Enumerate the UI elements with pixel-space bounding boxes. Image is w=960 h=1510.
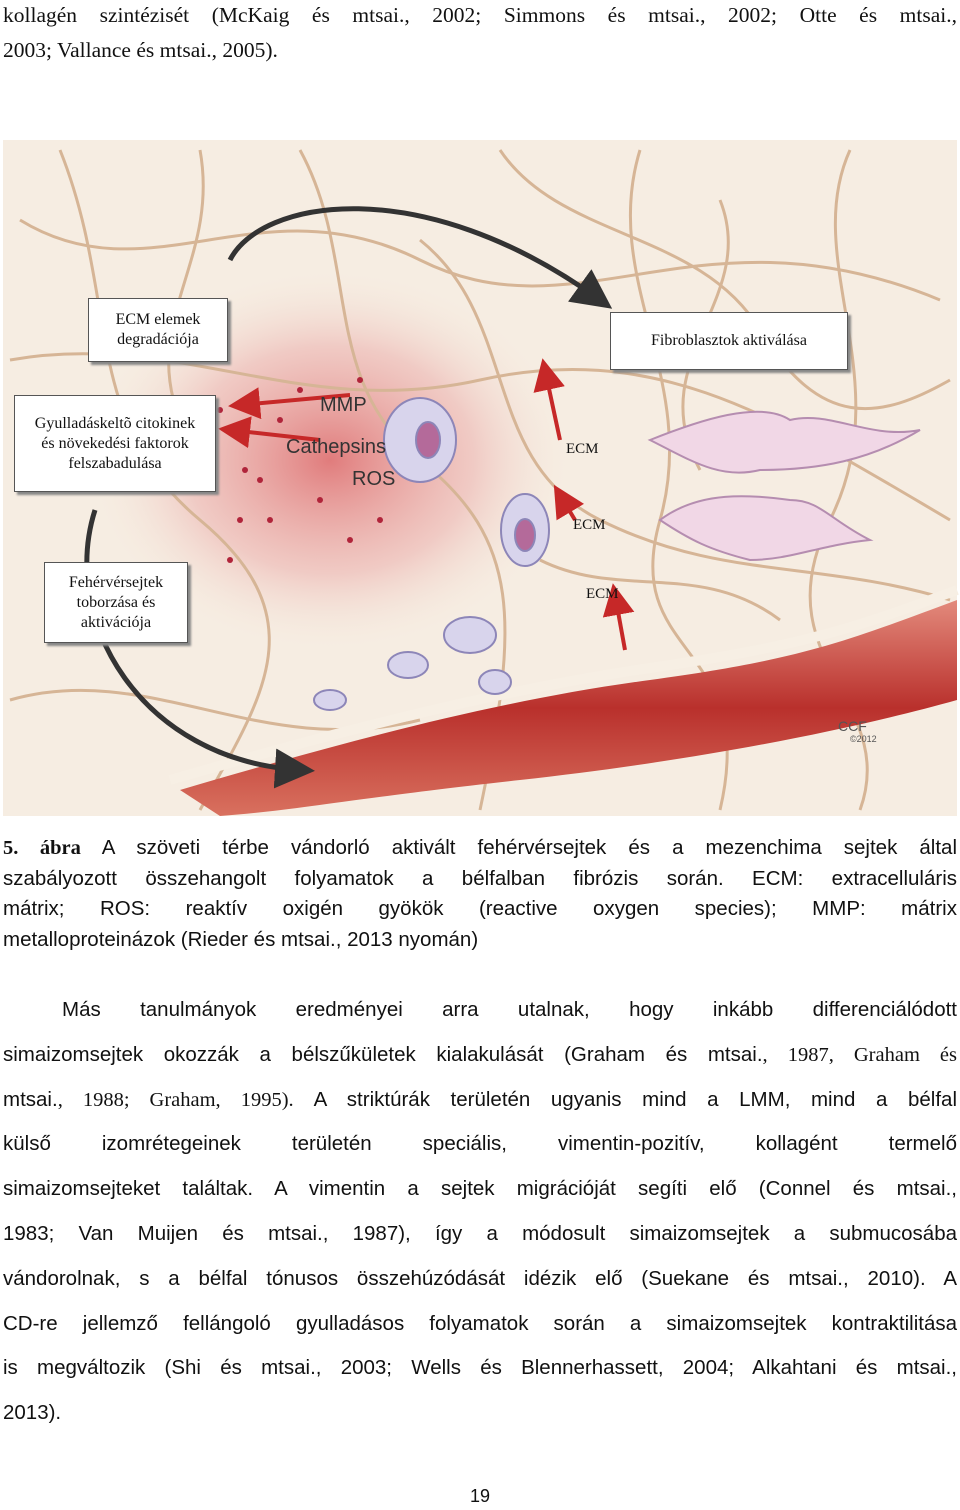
label-line: toborzása és <box>76 593 156 611</box>
ecm-label: ECM <box>566 441 599 457</box>
text-run: külső izomrétegeinek területén speciális… <box>3 1132 957 1156</box>
label-box: ECM elemek degradációja <box>88 298 228 362</box>
text-run: A striktúrák területén ugyanis mind a LM… <box>313 1087 957 1111</box>
blood-vessel <box>180 600 957 816</box>
text-run: Más tanulmányok eredményei arra utalnak,… <box>62 998 957 1021</box>
label-box: Fibroblasztok aktiválása <box>610 312 848 370</box>
text-run: mtsai. <box>3 1087 58 1111</box>
label-line: ECM elemek <box>115 311 201 328</box>
vessel-wall <box>168 585 959 785</box>
label-line: felszabadulása <box>68 454 162 472</box>
text-run: A szöveti térbe vándorló aktivált fehérv… <box>80 836 957 859</box>
page-number: 19 <box>469 1486 491 1506</box>
text-line: 2013). <box>3 1401 957 1425</box>
text-run: , 1987, Graham és <box>762 1043 957 1066</box>
signature: CCF <box>838 718 867 734</box>
ecm-label: ECM <box>573 517 606 533</box>
text-line: CD-re jellemző fellángoló gyulladásos fo… <box>3 1312 957 1336</box>
text-run: metalloproteinázok (Rieder és mtsai., 20… <box>3 927 479 951</box>
label-line: Fibroblasztok aktiválása <box>651 332 807 349</box>
mediator-label: MMP <box>320 394 367 416</box>
text-run: 1983; Van Muijen és mtsai., 1987), így a… <box>3 1222 957 1245</box>
ecm-label: ECM <box>586 586 619 602</box>
text-line: vándorolnak, s a bélfal tónusos összehúz… <box>3 1267 957 1291</box>
text-run: 2013). <box>3 1401 62 1425</box>
text-run: 5. ábra <box>3 837 81 859</box>
process-arrows <box>84 206 613 789</box>
text-run: simaizomsejteket találtak. A vimentin a … <box>3 1177 957 1201</box>
fibroblasts <box>647 410 921 562</box>
text-line: simaizomsejteket találtak. A vimentin a … <box>3 1177 957 1201</box>
mediator-label: Cathepsins <box>286 436 387 458</box>
ecm-arrows <box>218 358 635 651</box>
text-line: külső izomrétegeinek területén speciális… <box>3 1132 957 1156</box>
text-line: 5. ábra A szöveti térbe vándorló aktivál… <box>3 836 957 860</box>
text-run: vándorolnak, s a bélfal tónusos összehúz… <box>3 1266 957 1290</box>
text-run: mátrix; ROS: reaktív oxigén gyökök (reac… <box>3 897 957 920</box>
signature: ©2012 <box>850 734 877 744</box>
text-line: kollagén szintézisét (McKaig és mtsai., … <box>3 3 957 28</box>
label-box: Gyulladáskeltõ citokinek és növekedési f… <box>14 395 216 492</box>
cells <box>313 397 550 711</box>
text-run: CD-re jellemző fellángoló gyulladásos fo… <box>3 1311 957 1335</box>
label-line: aktivációja <box>80 613 152 631</box>
text-line: is megváltozik (Shi és mtsai., 2003; Wel… <box>3 1356 957 1380</box>
label-line: degradációja <box>117 331 199 348</box>
label-line: Fehérvérsejtek <box>68 573 164 591</box>
label-box: Fehérvérsejtek toborzása és aktivációja <box>44 562 188 643</box>
text-run: szabályozott összehangolt folyamatok a b… <box>3 866 957 890</box>
text-run: is megváltozik (Shi és mtsai., 2003; Wel… <box>3 1356 957 1380</box>
text-run: , 1988; Graham, 1995). <box>57 1088 314 1111</box>
inflammation-glow <box>90 270 570 650</box>
label-line: Gyulladáskeltõ citokinek <box>34 414 196 432</box>
text-line: simaizomsejtek okozzák a bélszűkületek k… <box>3 1043 957 1067</box>
text-run: 2003; Vallance és mtsai., 2005). <box>3 38 278 62</box>
text-run: kollagén szintézisét (McKaig és mtsai., … <box>3 3 957 27</box>
text-line: mátrix; ROS: reaktív oxigén gyökök (reac… <box>3 897 957 921</box>
label-line: és növekedési faktorok <box>41 434 189 452</box>
mediator-label: ROS <box>352 468 396 490</box>
text-line: metalloproteinázok (Rieder és mtsai., 20… <box>3 928 957 952</box>
mediator-dots <box>217 377 383 563</box>
text-line: 2003; Vallance és mtsai., 2005). <box>3 38 957 63</box>
text-line: szabályozott összehangolt folyamatok a b… <box>3 867 957 891</box>
text-line: Más tanulmányok eredményei arra utalnak,… <box>62 998 957 1022</box>
text-line: 1983; Van Muijen és mtsai., 1987), így a… <box>3 1222 957 1246</box>
text-run: simaizomsejtek okozzák a bélszűkületek k… <box>3 1042 763 1066</box>
text-line: mtsai., 1988; Graham, 1995). A striktúrá… <box>3 1088 957 1112</box>
